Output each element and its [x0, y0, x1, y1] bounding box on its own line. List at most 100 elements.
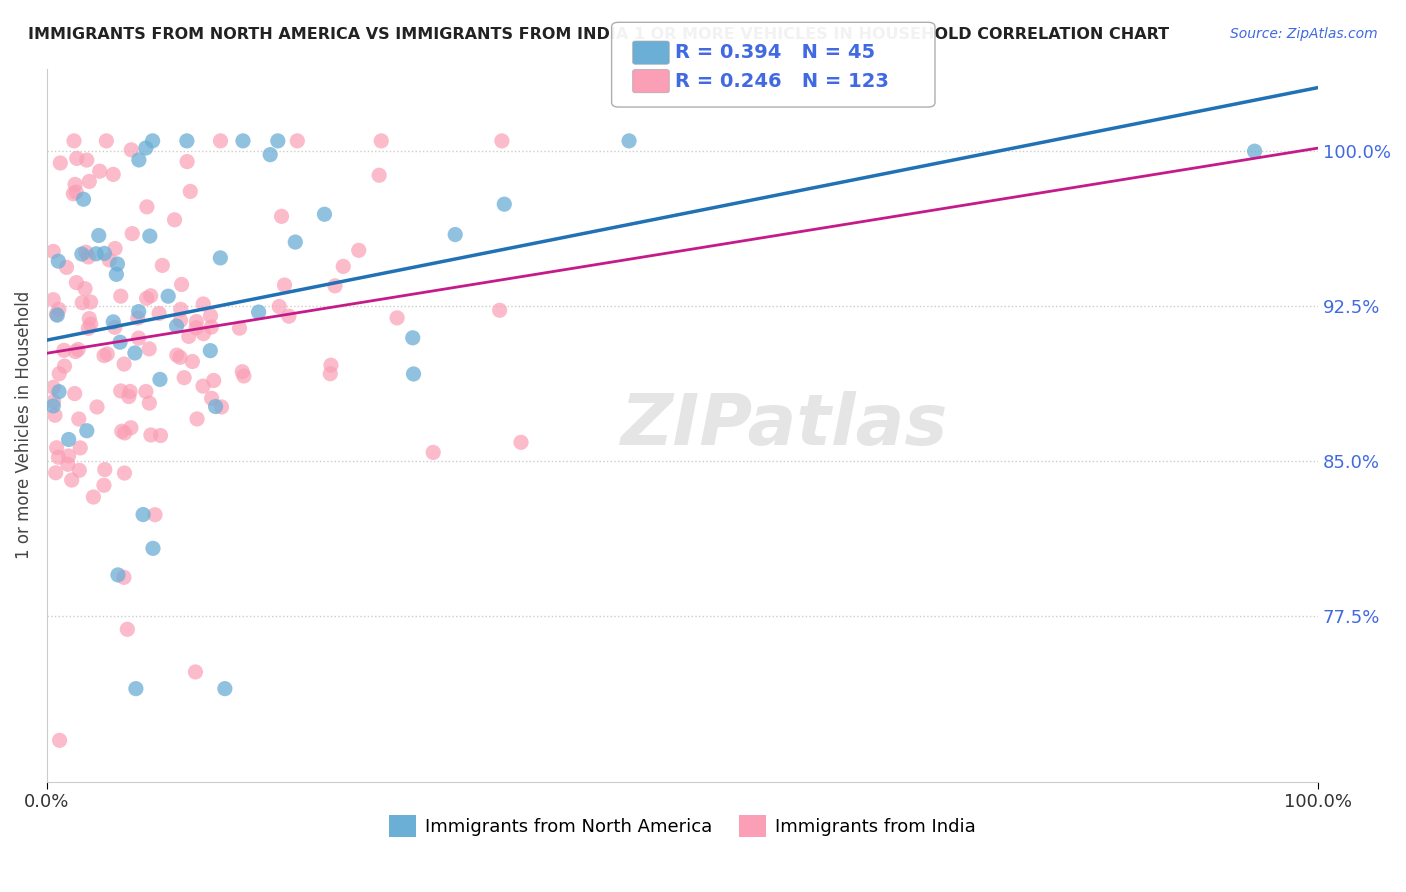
Point	[202, 374, 225, 388]
Point	[42, 394, 65, 409]
Point	[58, 433, 80, 447]
Point	[65, 276, 87, 290]
Point	[124, 346, 146, 360]
Point	[186, 315, 208, 329]
Point	[231, 365, 253, 379]
Point	[138, 396, 160, 410]
Point	[177, 329, 200, 343]
Point	[277, 309, 299, 323]
Text: IMMIGRANTS FROM NORTH AMERICA VS IMMIGRANTS FROM INDIA 1 OR MORE VEHICLES IN HOU: IMMIGRANTS FROM NORTH AMERICA VS IMMIGRA…	[28, 27, 1170, 42]
Point	[93, 246, 115, 260]
Point	[166, 319, 188, 334]
Point	[191, 379, 214, 393]
Point	[132, 508, 155, 522]
Point	[63, 178, 86, 192]
Point	[77, 250, 100, 264]
Point	[48, 302, 70, 317]
Point	[128, 304, 150, 318]
Point	[76, 424, 98, 438]
Point	[170, 302, 193, 317]
Point	[488, 303, 510, 318]
Point	[494, 197, 516, 211]
Point	[94, 462, 117, 476]
Point	[48, 733, 70, 747]
Point	[63, 134, 86, 148]
Point	[267, 134, 290, 148]
Point	[104, 242, 127, 256]
Point	[104, 320, 127, 334]
Point	[42, 293, 65, 307]
Text: R = 0.394   N = 45: R = 0.394 N = 45	[675, 43, 875, 62]
Point	[42, 244, 65, 259]
Point	[48, 384, 70, 399]
Point	[46, 254, 69, 268]
Legend: Immigrants from North America, Immigrants from India: Immigrants from North America, Immigrant…	[381, 807, 983, 844]
Point	[82, 490, 104, 504]
Point	[87, 228, 110, 243]
Text: Source: ZipAtlas.com: Source: ZipAtlas.com	[1230, 27, 1378, 41]
Point	[67, 463, 90, 477]
Point	[79, 295, 101, 310]
Point	[77, 174, 100, 188]
Point	[65, 185, 87, 199]
Point	[73, 282, 96, 296]
Point	[77, 321, 100, 335]
Point	[139, 428, 162, 442]
Point	[200, 309, 222, 323]
Point	[285, 134, 308, 148]
Point	[142, 134, 165, 148]
Point	[112, 357, 135, 371]
Point	[319, 358, 342, 372]
Point	[111, 424, 134, 438]
Point	[77, 311, 100, 326]
Point	[173, 370, 195, 384]
Point	[347, 244, 370, 258]
Point	[181, 354, 204, 368]
Point	[444, 227, 467, 242]
Point	[1243, 145, 1265, 159]
Point	[232, 134, 254, 148]
Point	[211, 400, 233, 414]
Point	[314, 207, 336, 221]
Point	[270, 210, 292, 224]
Point	[120, 421, 142, 435]
Point	[70, 247, 93, 261]
Point	[110, 384, 132, 398]
Point	[617, 134, 640, 148]
Point	[385, 310, 408, 325]
Point	[186, 412, 208, 426]
Text: ZIPatlas: ZIPatlas	[620, 391, 948, 459]
Point	[45, 441, 67, 455]
Point	[200, 343, 222, 358]
Point	[163, 212, 186, 227]
Point	[107, 568, 129, 582]
Point	[93, 349, 115, 363]
Point	[114, 425, 136, 440]
Point	[319, 367, 342, 381]
Point	[169, 351, 191, 365]
Point	[66, 152, 89, 166]
Point	[46, 308, 69, 322]
Point	[72, 192, 94, 206]
Point	[402, 331, 425, 345]
Point	[118, 390, 141, 404]
Point	[48, 450, 70, 465]
Point	[103, 315, 125, 329]
Point	[103, 167, 125, 181]
Point	[135, 200, 157, 214]
Point	[48, 367, 70, 381]
Point	[128, 331, 150, 345]
Point	[491, 134, 513, 148]
Point	[65, 344, 87, 359]
Point	[62, 186, 84, 201]
Point	[149, 372, 172, 386]
Point	[63, 386, 86, 401]
Point	[80, 318, 103, 332]
Point	[273, 278, 295, 293]
Point	[70, 295, 93, 310]
Point	[42, 380, 65, 394]
Point	[135, 384, 157, 399]
Point	[166, 348, 188, 362]
Point	[204, 400, 226, 414]
Point	[67, 343, 90, 357]
